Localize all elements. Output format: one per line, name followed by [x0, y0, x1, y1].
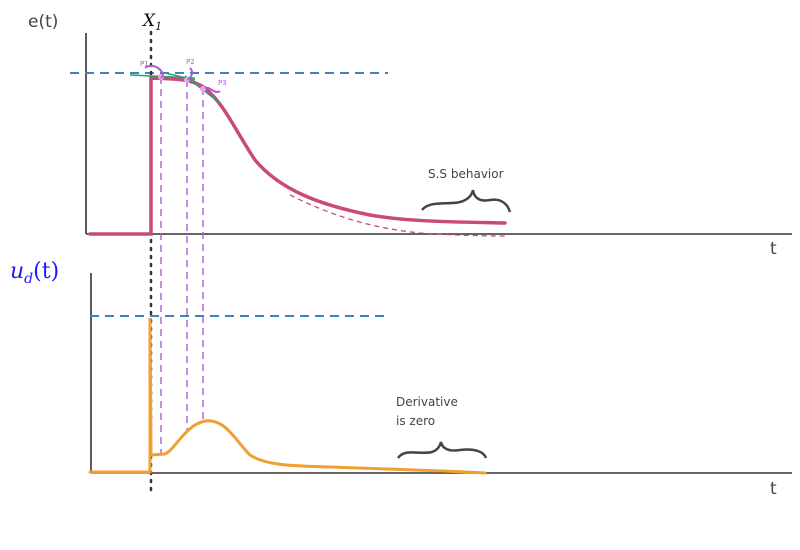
guide-lines — [160, 77, 204, 455]
point-p3: P3 — [218, 79, 227, 87]
point-p1: P1 — [140, 60, 149, 68]
ss-brace — [421, 189, 512, 213]
x1-label: X1 — [141, 11, 162, 33]
error-curve-asymptote — [289, 194, 506, 237]
derivative-label-1: Derivative — [396, 395, 458, 409]
top-xlabel: t — [770, 239, 777, 259]
bottom-ylabel: ud(t) — [10, 259, 59, 287]
derivative-curve — [88, 317, 487, 475]
top-ylabel: e(t) — [28, 12, 58, 32]
point-callouts — [144, 64, 221, 93]
error-curve — [88, 76, 507, 236]
derivative-label-2: is zero — [396, 414, 435, 428]
bottom-xlabel: t — [770, 479, 777, 499]
point-p2: P2 — [186, 58, 195, 66]
ss-behavior-label: S.S behavior — [428, 167, 504, 181]
derivative-brace — [396, 441, 488, 459]
